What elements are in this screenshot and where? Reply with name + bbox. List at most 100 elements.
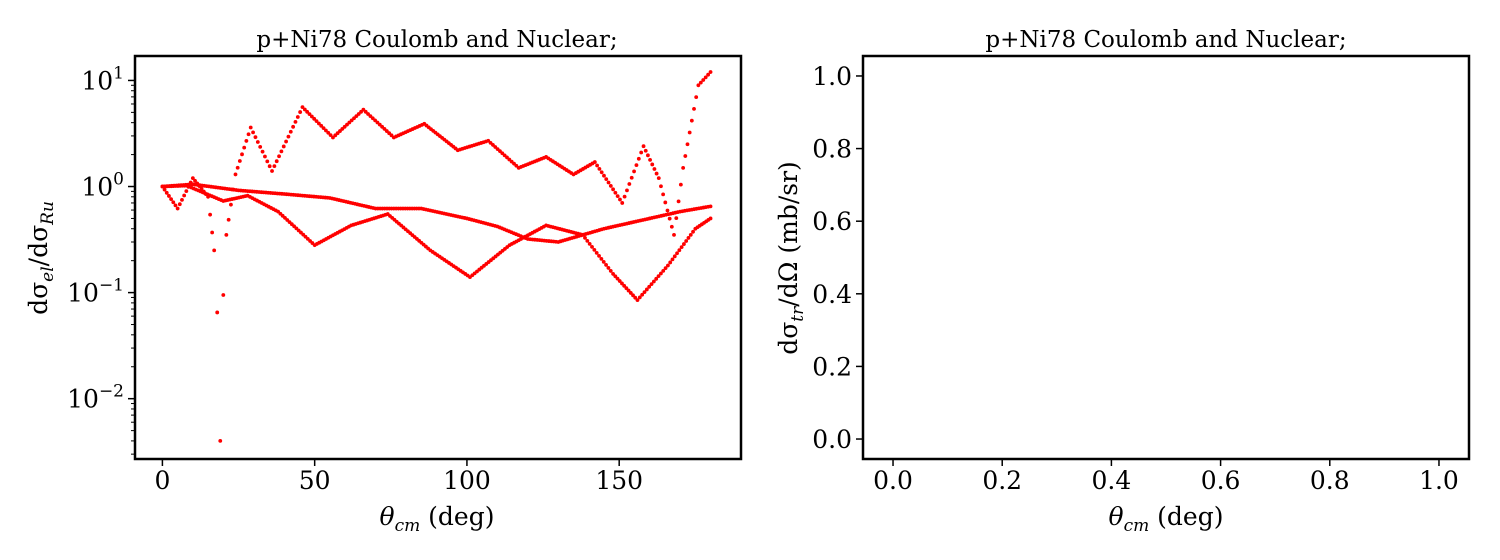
chart-left-series-0-point	[632, 169, 636, 174]
chart-right-x-ticks: 0.0 0.2 0.4 0.6 0.8 1.0	[873, 459, 1459, 495]
chart-left-series-0-point	[602, 173, 606, 178]
chart-left-x-ticks: 0 50 100 150	[154, 459, 643, 495]
chart-left-series-0-point	[177, 202, 182, 207]
chart-left-series-0-point	[669, 224, 674, 229]
chart-right-y-tick-label: 0.8	[812, 135, 852, 164]
chart-left-x-tick-label: 150	[595, 466, 643, 495]
chart-left-series-0-point	[162, 187, 167, 192]
chart-left-series-0-point	[248, 125, 253, 130]
chart-left-series-0-point	[625, 188, 629, 193]
chart-right-x-tick-label: 0.0	[873, 466, 913, 495]
chart-right-y-tick-label: 1.0	[812, 62, 852, 91]
chart-left-series-2-point	[611, 272, 616, 276]
chart-left-series-0-point	[703, 75, 708, 80]
chart-left-series-0-point	[674, 216, 679, 221]
chart-left-series-0-point	[286, 134, 291, 139]
chart-left-series-2-point	[686, 236, 691, 240]
chart-left-series-2-point	[624, 286, 629, 291]
chart-right-y-tick-label: 0.4	[812, 280, 852, 309]
chart-left-series-2-point	[608, 269, 613, 273]
chart-left-series-0-point	[663, 200, 668, 205]
chart-right-title: p+Ni78 Coulomb and Nuclear;	[985, 27, 1346, 53]
chart-left-series-2-point	[647, 284, 652, 289]
chart-left-series-0-point	[272, 164, 277, 169]
chart-left-series-0-point	[665, 208, 670, 213]
chart-left-series-0-point	[298, 110, 303, 114]
chart-left-series-0-point	[696, 83, 701, 88]
chart-left-series-0-point	[597, 166, 602, 171]
chart-right-y-tick-label: 0.2	[812, 352, 852, 381]
chart-left-series-0-point	[288, 129, 293, 134]
chart-left-series-2-point	[606, 266, 611, 270]
chart-left-series-2-point	[601, 260, 606, 264]
chart-left-frame	[133, 54, 743, 461]
chart-left-series-0-point	[706, 72, 711, 77]
chart-left-series-0-point	[646, 153, 650, 158]
chart-left-series-0-point	[244, 139, 249, 143]
chart-left-series-2-point	[635, 298, 640, 302]
chart-left-series-0-point	[312, 116, 317, 121]
chart-left-series-2-point	[637, 295, 642, 300]
chart-left-series-0-point	[260, 149, 265, 154]
chart-right-y-label: dσtr/dΩ (mb/sr)	[774, 161, 808, 355]
chart-left-series-0-point	[215, 310, 220, 315]
chart-right-y-tick-label: 0.6	[812, 207, 852, 236]
chart-left-series-0-point	[171, 200, 176, 205]
chart-left-series-0-point	[606, 180, 611, 185]
chart-left-series-0-point	[169, 197, 174, 202]
chart-left-series-2-point	[642, 290, 647, 295]
chart-left-series-0-point	[251, 130, 255, 135]
chart-left-series-2-point	[620, 281, 624, 286]
chart-left-series-0-point	[295, 115, 300, 119]
chart-left-series-0-point	[309, 114, 314, 119]
chart-left-series-2-point	[666, 263, 670, 268]
chart-left-series-0-point	[654, 171, 659, 176]
chart-left-y-tick-label: 100	[81, 170, 124, 202]
chart-left-x-tick-label: 100	[443, 466, 491, 495]
chart-left-series-0-point	[324, 128, 328, 133]
chart-left-series-2-point	[599, 257, 604, 261]
chart-left-series-2-point	[592, 248, 597, 252]
chart-left-series-2-point	[583, 235, 587, 240]
chart-left-series-0-point	[636, 156, 641, 161]
chart-left-series-0-point	[652, 167, 657, 171]
chart-left-x-tick-label: 0	[154, 466, 170, 495]
chart-left-series-2-point	[658, 271, 663, 276]
chart-left-series-0-point	[648, 157, 652, 162]
chart-left-series-0-point	[164, 190, 169, 195]
chart-left-series-0-point	[672, 232, 676, 237]
chart-left-series-0-point	[184, 189, 189, 194]
chart-left-series-2-point	[677, 248, 682, 253]
chart-left-series-0-point	[190, 176, 195, 181]
chart-left-series-0-point	[608, 184, 613, 188]
chart-left-y-tick-label: 10−1	[67, 276, 124, 308]
chart-left-series-0-point	[316, 121, 321, 126]
chart-left-series-2-point	[613, 274, 618, 279]
chart-left-y-ticks: 10−2 10−1 100 101	[67, 63, 135, 455]
chart-left-series-0-point	[676, 199, 681, 204]
chart-left-series-2-point	[691, 229, 695, 234]
chart-left-series-0-point	[235, 165, 240, 170]
chart-left-series-0-point	[221, 293, 226, 297]
chart-left-series-2-point	[656, 274, 661, 279]
chart-left-series-0-point	[689, 118, 694, 123]
chart-left-y-label: dσel/dσRu	[24, 201, 58, 315]
chart-left-series-2-point	[640, 292, 645, 297]
chart-left-series-2-point	[628, 291, 633, 295]
chart-left: p+Ni78 Coulomb and Nuclear; 0 50 100 150 10…	[24, 27, 743, 536]
chart-left-series-0-point	[302, 107, 307, 112]
chart-left-series-0-point	[681, 165, 686, 170]
chart-left-series-0-point	[622, 194, 627, 199]
chart-left-series-0-point	[629, 175, 634, 180]
chart-left-series-0-point	[615, 194, 620, 199]
chart-left-series-0-point	[656, 176, 661, 181]
chart-left-series-0-point	[634, 163, 639, 168]
chart-right-x-tick-label: 1.0	[1419, 466, 1459, 495]
chart-left-series-2-point	[663, 266, 668, 271]
chart-left-series-2-point	[633, 295, 638, 300]
chart-left-series-0-point	[620, 201, 625, 205]
chart-left-series-2-point	[679, 245, 684, 250]
chart-left-series-0-point	[237, 159, 242, 163]
chart-left-series-2-point	[682, 242, 686, 246]
chart-left-series-0-point	[643, 148, 648, 153]
